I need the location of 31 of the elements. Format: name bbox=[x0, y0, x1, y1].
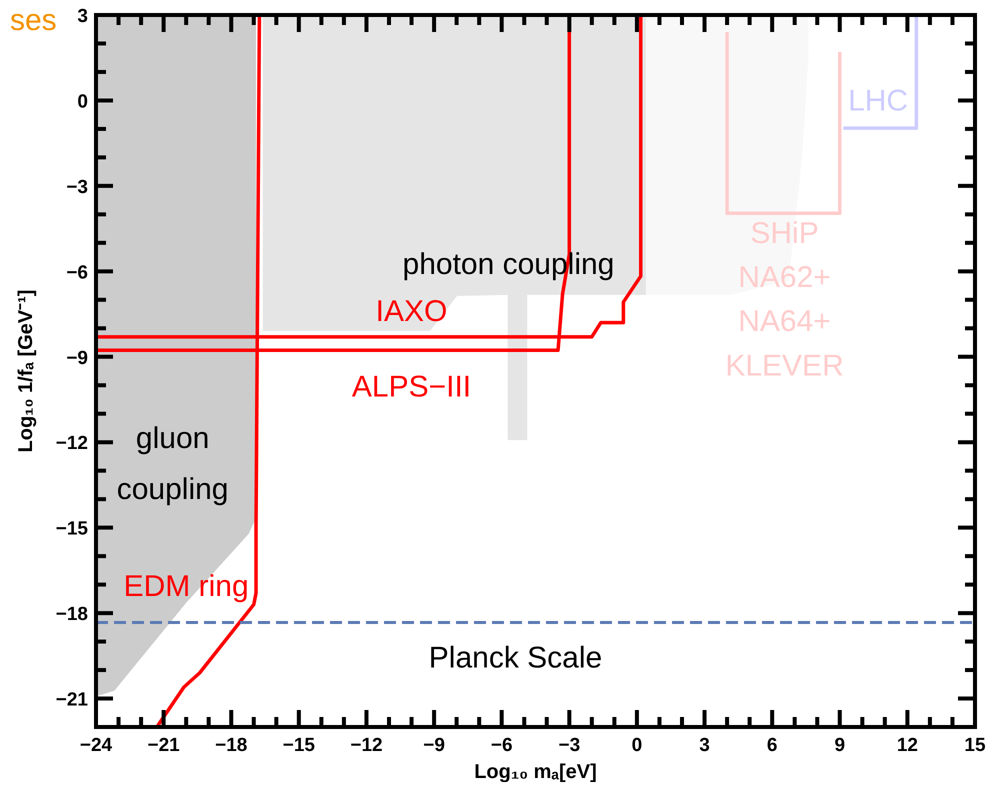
x-tick-label: −9 bbox=[423, 735, 445, 756]
y-tick-label: −6 bbox=[66, 262, 88, 284]
y-axis-title: Log₁₀ 1/fₐ [GeV⁻¹] bbox=[15, 290, 37, 452]
text: ses bbox=[10, 4, 57, 37]
x-tick-label: −6 bbox=[490, 735, 513, 756]
y-tick-label: −21 bbox=[56, 690, 88, 711]
x-tick-label: 9 bbox=[834, 735, 846, 756]
x-tick-label: −3 bbox=[558, 735, 580, 756]
x-tick-label: 0 bbox=[632, 735, 642, 756]
x-tick-label: 3 bbox=[699, 735, 710, 756]
y-tick-label: −12 bbox=[56, 433, 88, 454]
x-tick-label: 6 bbox=[766, 735, 778, 756]
x-tick-label: −18 bbox=[215, 735, 248, 756]
y-tick-label: 3 bbox=[77, 6, 88, 27]
series-label: EDM ring bbox=[124, 570, 249, 603]
y-tick-label: −15 bbox=[56, 518, 88, 540]
x-tick-label: 15 bbox=[964, 735, 986, 756]
x-tick-label: 12 bbox=[896, 735, 918, 756]
x-tick-label: −15 bbox=[282, 735, 316, 756]
y-tick-label: −3 bbox=[66, 176, 88, 198]
ref-line-label: Planck Scale bbox=[428, 641, 602, 674]
x-tick-label: −12 bbox=[350, 735, 383, 756]
x-tick-label: −24 bbox=[80, 735, 113, 756]
series-label: ALPS−III bbox=[352, 370, 472, 404]
y-tick-label: −18 bbox=[56, 604, 88, 626]
x-axis-title: Log₁₀ mₐ[eV] bbox=[474, 761, 597, 783]
y-tick-label: 0 bbox=[77, 91, 88, 112]
series-label: gluon coupling bbox=[116, 422, 229, 506]
x-tick-label: −21 bbox=[148, 735, 180, 756]
series-label: IAXO bbox=[376, 295, 448, 328]
y-tick-label: −9 bbox=[66, 348, 88, 369]
